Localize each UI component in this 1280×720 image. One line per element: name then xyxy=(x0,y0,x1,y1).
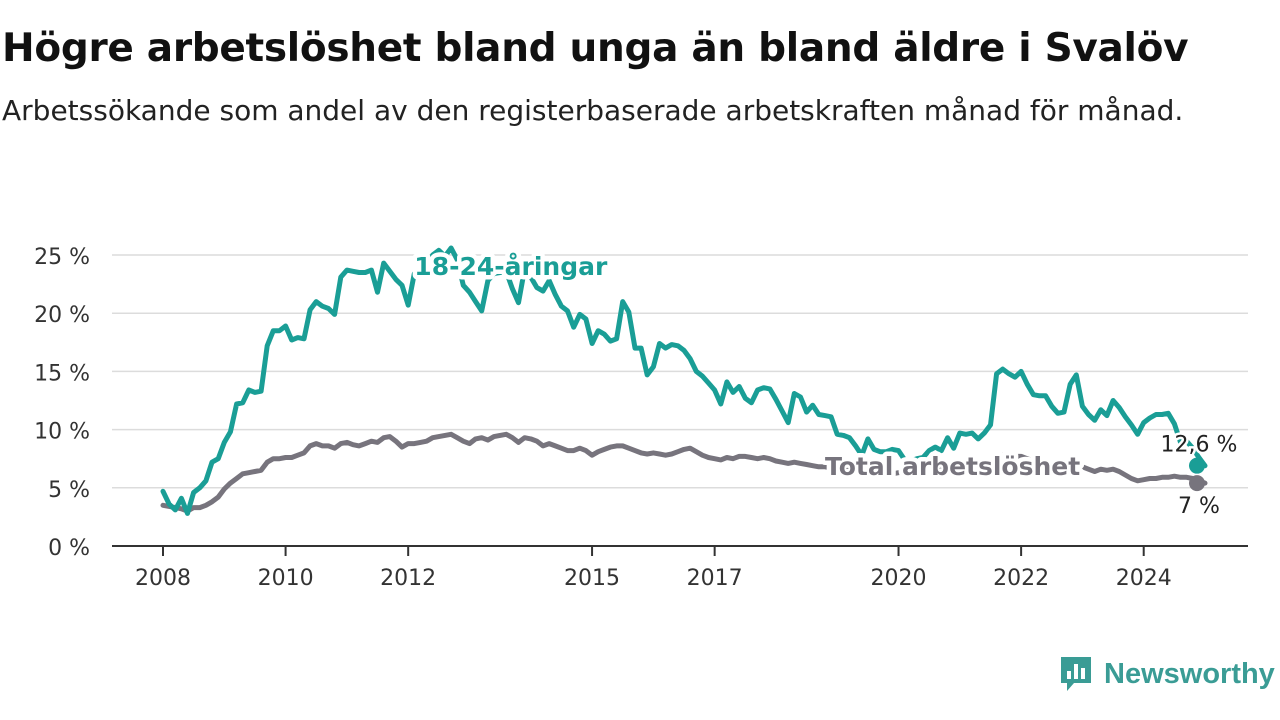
series-line xyxy=(160,245,1208,516)
series-end-label: 12,6 % xyxy=(1161,433,1238,458)
series-name-label: Total arbetslöshet xyxy=(825,452,1080,481)
y-tick-label: 20 % xyxy=(34,303,90,328)
x-tick-label: 2024 xyxy=(1116,566,1172,591)
chart-title: Högre arbetslöshet bland unga än bland ä… xyxy=(2,26,1189,71)
x-tick-label: 2008 xyxy=(135,566,191,591)
x-tick-label: 2017 xyxy=(687,566,743,591)
series-end-dot xyxy=(1189,475,1205,492)
y-tick-label: 0 % xyxy=(48,536,90,561)
brand-name: Newsworthy xyxy=(1104,657,1275,690)
x-tick-label: 2020 xyxy=(871,566,927,591)
newsworthy-brand: Newsworthy xyxy=(1058,654,1275,694)
y-tick-label: 15 % xyxy=(34,361,90,386)
series-line xyxy=(160,431,1208,514)
y-tick-label: 10 % xyxy=(34,420,90,445)
newsworthy-logo-icon xyxy=(1061,657,1091,691)
series-end-label: 7 % xyxy=(1178,494,1220,519)
x-tick-label: 2012 xyxy=(380,566,436,591)
series-end-dot xyxy=(1189,457,1205,474)
chart-subtitle: Arbetssökande som andel av den registerb… xyxy=(2,94,1184,127)
y-tick-label: 25 % xyxy=(34,245,90,270)
x-tick-label: 2022 xyxy=(993,566,1049,591)
x-tick-label: 2010 xyxy=(258,566,314,591)
series-name-label: 18-24-åringar xyxy=(414,252,608,281)
x-tick-label: 2015 xyxy=(564,566,620,591)
y-tick-label: 5 % xyxy=(48,478,90,503)
